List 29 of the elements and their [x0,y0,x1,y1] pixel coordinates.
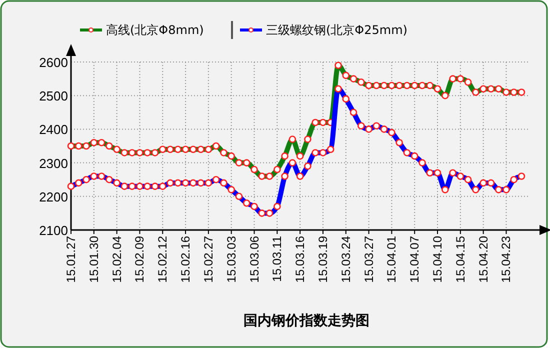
x-tick-label: 15.03.06 [247,236,262,283]
y-tick-label: 2600 [39,55,68,70]
x-tick-label: 15.02.04 [110,236,124,283]
x-tick-label: 15.02.12 [156,236,170,283]
x-tick-label: 15.03.24 [338,236,353,283]
y-tick-label: 2100 [39,223,68,238]
x-tick-label: 15.01.27 [64,236,78,283]
x-tick-label: 15.04.23 [499,236,514,283]
x-tick-label: 15.03.16 [293,236,308,283]
y-tick-label: 2300 [39,156,68,171]
x-tick-label: 15.04.01 [384,236,399,283]
x-tick-label: 15.03.27 [362,236,376,283]
x-tick-label: 15.04.07 [408,236,422,283]
x-tick-label: 15.02.16 [178,236,193,283]
x-tick-label: 15.04.10 [430,236,445,283]
legend-label: 高线(北京Φ8mm) [106,23,204,37]
y-tick-label: 2200 [39,189,68,204]
x-tick-label: 15.01.30 [86,236,101,283]
x-tick-label: 15.04.15 [453,236,468,283]
x-tick-label: 15.02.27 [201,236,216,283]
x-tick-label: 15.02.09 [132,236,147,283]
x-tick-label: 15.03.19 [316,236,330,283]
legend-label: 三级螺纹钢(北京Φ25mm) [266,23,408,37]
y-tick-label: 2500 [39,88,68,104]
x-tick-label: 15.03.11 [270,236,284,282]
x-tick-label: 15.03.03 [224,236,238,283]
text: 国内钢价指数走势图 [243,313,370,329]
y-tick-label: 2400 [39,122,68,138]
x-tick-label: 15.04.20 [476,236,490,283]
